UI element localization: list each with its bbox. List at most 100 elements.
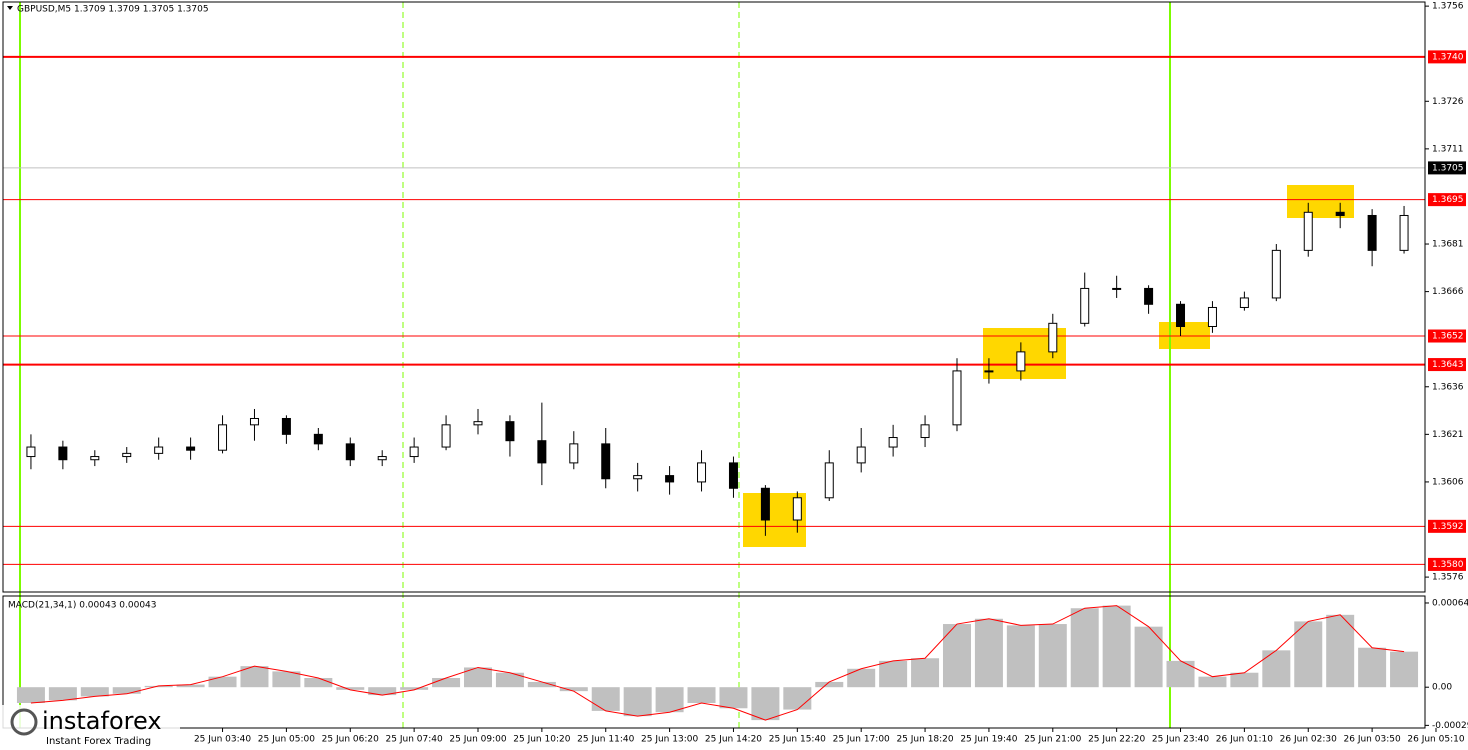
candle-body: [281, 417, 291, 435]
candle-body: [1399, 214, 1409, 251]
candle-body: [1303, 211, 1313, 251]
candle-body: [218, 424, 228, 451]
macd-bar: [1038, 624, 1067, 688]
level-label: 1.3592: [1432, 522, 1464, 532]
plot-layer: [3, 55, 1425, 721]
candle-body: [1016, 351, 1026, 372]
candle-body: [984, 370, 994, 373]
candle-body: [760, 487, 770, 521]
candle-body: [1112, 287, 1122, 290]
macd-bar: [400, 687, 429, 690]
candle-body: [154, 446, 164, 454]
candle-body: [58, 446, 68, 461]
candle-body: [473, 421, 483, 426]
level-label: 1.3695: [1432, 195, 1464, 205]
x-tick-label: 26 Jun 01:10: [1216, 735, 1273, 745]
level-label: 1.3740: [1432, 52, 1464, 62]
macd-bar: [655, 687, 684, 713]
candle-body: [633, 475, 643, 480]
macd-bar: [911, 658, 940, 688]
x-tick-label: 25 Jun 03:40: [194, 735, 251, 745]
macd-bar: [240, 666, 269, 688]
candle-body: [1048, 322, 1058, 353]
candle-body: [856, 446, 866, 464]
x-tick-label: 26 Jun 05:10: [1407, 735, 1464, 745]
x-tick-label: 25 Jun 13:00: [641, 735, 698, 745]
y-tick-label: 1.3576: [1432, 573, 1464, 583]
candle-body: [1367, 214, 1377, 251]
candle-body: [1239, 297, 1249, 308]
macd-bar: [272, 671, 301, 688]
y-tick-label: 0.00064: [1432, 598, 1468, 608]
macd-bar: [16, 687, 45, 703]
x-tick-label: 25 Jun 07:40: [386, 735, 443, 745]
macd-bar: [1198, 676, 1227, 688]
x-tick-label: 25 Jun 17:00: [833, 735, 890, 745]
logo-brand: instaforex: [42, 707, 162, 735]
y-tick-label: 1.3681: [1432, 240, 1464, 250]
x-tick-label: 25 Jun 10:20: [513, 735, 570, 745]
macd-bar: [687, 687, 716, 703]
macd-bar: [559, 687, 588, 692]
x-tick-label: 25 Jun 22:20: [1088, 735, 1145, 745]
y-tick-label: 1.3636: [1432, 382, 1464, 392]
y-tick-label: 1.3756: [1432, 2, 1464, 12]
candle-body: [90, 456, 100, 461]
candle-body: [441, 424, 451, 448]
y-tick-label: -0.00029: [1432, 721, 1468, 731]
macd-bar: [1262, 650, 1291, 688]
candle-body: [1271, 249, 1281, 299]
main-frame: [2, 1, 1426, 593]
level-box: [1428, 519, 1466, 533]
macd-bar: [815, 681, 844, 688]
x-tick-label: 26 Jun 02:30: [1280, 735, 1337, 745]
y-tick-label: 1.3711: [1432, 144, 1464, 154]
macd-title: MACD(21,34,1) 0.00043 0.00043: [8, 601, 157, 611]
x-tick-label: 25 Jun 14:20: [705, 735, 762, 745]
macd-bar: [591, 687, 620, 711]
candle-body: [792, 497, 802, 521]
macd-bar: [368, 687, 397, 696]
level-box: [1428, 358, 1466, 372]
chart-title: GBPUSD,M5 1.3709 1.3709 1.3705 1.3705: [17, 5, 209, 15]
candle-body: [569, 443, 579, 464]
candle-body: [505, 421, 515, 442]
candle-body: [186, 446, 196, 451]
candle-body: [1176, 303, 1186, 327]
level-box: [1428, 50, 1466, 64]
macd-bar: [942, 624, 971, 688]
macd-bar: [1166, 660, 1195, 688]
macd-frame: [2, 595, 1426, 729]
x-tick-label: 25 Jun 23:40: [1152, 735, 1209, 745]
macd-bar: [1294, 621, 1323, 688]
candle-body: [377, 456, 387, 461]
x-tick-label: 25 Jun 15:40: [769, 735, 826, 745]
macd-bar: [464, 667, 493, 688]
macd-bar: [751, 687, 780, 721]
level-label: 1.3580: [1432, 560, 1464, 570]
candle-body: [665, 475, 675, 483]
y-tick-label: 1.3666: [1432, 287, 1464, 297]
candle-body: [409, 446, 419, 458]
macd-bar: [336, 687, 365, 690]
candle-body: [1144, 287, 1154, 305]
macd-bar: [1070, 608, 1099, 688]
logo-icon: [10, 708, 38, 736]
macd-bar: [1006, 625, 1035, 688]
macd-bar: [144, 685, 173, 688]
macd-bar: [974, 618, 1003, 688]
logo-tagline: Instant Forex Trading: [46, 736, 151, 747]
candle-body: [1080, 287, 1090, 324]
macd-bar: [847, 668, 876, 688]
macd-bar: [1358, 647, 1387, 688]
x-tick-label: 25 Jun 21:00: [1024, 735, 1081, 745]
x-tick-label: 25 Jun 11:40: [577, 735, 634, 745]
candle-body: [824, 462, 834, 499]
candle-body: [313, 433, 323, 445]
candle-body: [26, 446, 36, 458]
x-tick-label: 25 Jun 18:20: [896, 735, 953, 745]
level-label: 1.3652: [1432, 332, 1464, 342]
macd-bar: [623, 687, 652, 717]
macd-bar: [48, 687, 77, 701]
